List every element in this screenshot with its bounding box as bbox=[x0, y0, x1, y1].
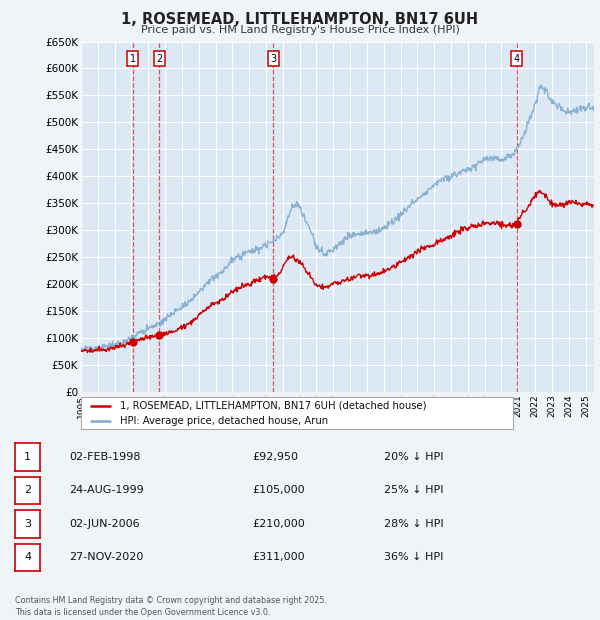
Text: 1, ROSEMEAD, LITTLEHAMPTON, BN17 6UH: 1, ROSEMEAD, LITTLEHAMPTON, BN17 6UH bbox=[121, 12, 479, 27]
Text: 3: 3 bbox=[24, 519, 31, 529]
Text: 20% ↓ HPI: 20% ↓ HPI bbox=[384, 452, 443, 462]
Text: 02-JUN-2006: 02-JUN-2006 bbox=[69, 519, 140, 529]
Text: 1: 1 bbox=[24, 452, 31, 462]
Text: Contains HM Land Registry data © Crown copyright and database right 2025.
This d: Contains HM Land Registry data © Crown c… bbox=[15, 596, 327, 617]
Text: £92,950: £92,950 bbox=[252, 452, 298, 462]
Text: 36% ↓ HPI: 36% ↓ HPI bbox=[384, 552, 443, 562]
Text: 02-FEB-1998: 02-FEB-1998 bbox=[69, 452, 140, 462]
Text: 27-NOV-2020: 27-NOV-2020 bbox=[69, 552, 143, 562]
Text: £210,000: £210,000 bbox=[252, 519, 305, 529]
Text: 1: 1 bbox=[130, 54, 136, 64]
Text: 28% ↓ HPI: 28% ↓ HPI bbox=[384, 519, 443, 529]
Text: 25% ↓ HPI: 25% ↓ HPI bbox=[384, 485, 443, 495]
Text: 2: 2 bbox=[24, 485, 31, 495]
Text: £105,000: £105,000 bbox=[252, 485, 305, 495]
Text: 4: 4 bbox=[24, 552, 31, 562]
Text: £311,000: £311,000 bbox=[252, 552, 305, 562]
Text: 24-AUG-1999: 24-AUG-1999 bbox=[69, 485, 144, 495]
Text: 1, ROSEMEAD, LITTLEHAMPTON, BN17 6UH (detached house): 1, ROSEMEAD, LITTLEHAMPTON, BN17 6UH (de… bbox=[120, 401, 427, 411]
Text: 3: 3 bbox=[270, 54, 276, 64]
Text: HPI: Average price, detached house, Arun: HPI: Average price, detached house, Arun bbox=[120, 416, 328, 426]
Text: 2: 2 bbox=[156, 54, 163, 64]
Text: Price paid vs. HM Land Registry's House Price Index (HPI): Price paid vs. HM Land Registry's House … bbox=[140, 25, 460, 35]
Text: 4: 4 bbox=[514, 54, 520, 64]
